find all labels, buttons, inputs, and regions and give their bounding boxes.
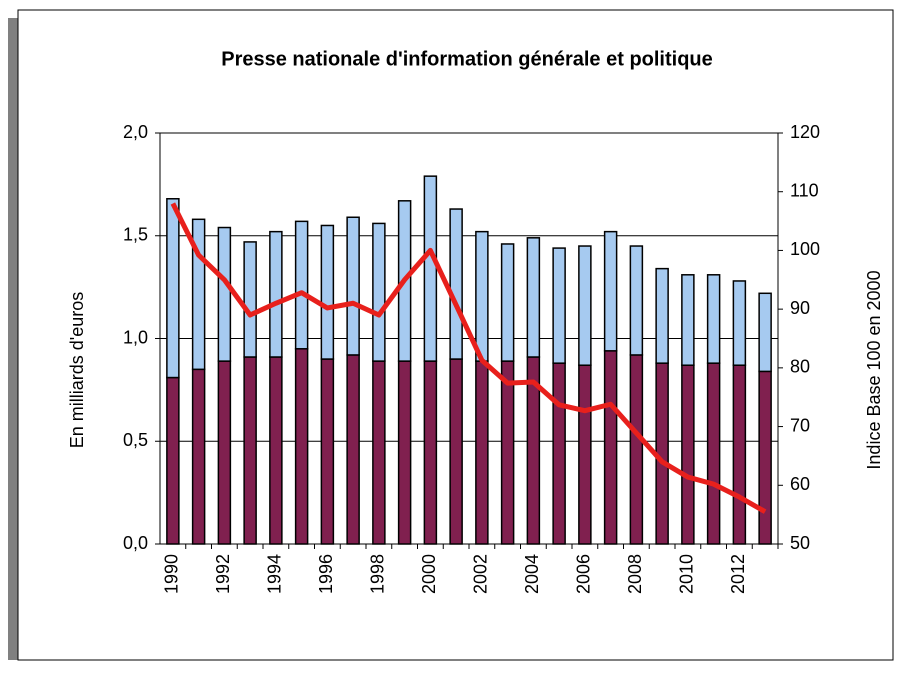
x-tick-label: 2010 — [677, 554, 697, 594]
y2-axis-label: Indice Base 100 en 2000 — [864, 270, 884, 469]
bar — [346, 354, 360, 545]
y-axis-label: En milliards d'euros — [67, 292, 87, 449]
bar — [758, 370, 772, 545]
bar — [578, 245, 592, 366]
bar — [475, 230, 489, 362]
chart-title: Presse nationale d'information générale … — [221, 48, 713, 70]
y-tick-label: 2,0 — [123, 122, 148, 142]
bar — [217, 226, 232, 362]
bar — [681, 274, 695, 366]
frame-shadow — [8, 18, 18, 660]
x-tick-label: 1998 — [368, 554, 388, 594]
bar — [629, 354, 644, 545]
bar — [166, 376, 180, 545]
x-tick-label: 2000 — [419, 554, 439, 594]
bar — [500, 243, 515, 362]
bar — [166, 198, 180, 379]
bar — [346, 216, 360, 356]
bar — [372, 360, 386, 545]
bar — [578, 364, 592, 545]
bar — [397, 360, 412, 545]
line — [170, 202, 767, 514]
bar — [269, 356, 283, 545]
bar — [294, 348, 309, 545]
bar — [243, 241, 257, 358]
bar — [706, 274, 721, 364]
y2-tick-label: 120 — [790, 122, 820, 142]
x-tick-label: 2004 — [522, 554, 542, 594]
bar — [603, 230, 618, 352]
x-tick-label: 1990 — [162, 554, 182, 594]
x-tick-label: 1992 — [213, 554, 233, 594]
x-tick-label: 1996 — [316, 554, 336, 594]
bar — [243, 356, 257, 545]
y2-tick-label: 90 — [790, 298, 810, 318]
y2-tick-label: 60 — [790, 474, 810, 494]
bar — [269, 230, 283, 358]
y2-tick-label: 110 — [790, 180, 819, 200]
bar — [320, 358, 335, 545]
bar — [603, 350, 618, 545]
bar — [552, 362, 566, 545]
bar — [758, 292, 772, 373]
y-tick-label: 1,0 — [123, 327, 148, 347]
bar — [500, 360, 515, 545]
y2-tick-label: 80 — [790, 357, 810, 377]
x-tick-label: 2012 — [728, 554, 748, 594]
y2-tick-label: 70 — [790, 415, 810, 435]
bar — [655, 267, 669, 364]
bar — [732, 280, 747, 366]
y2-tick-label: 50 — [790, 533, 810, 553]
bar — [475, 360, 489, 545]
bar — [629, 245, 644, 356]
bar — [732, 364, 747, 545]
bar — [191, 368, 206, 545]
bar — [552, 247, 566, 364]
bar — [449, 208, 463, 360]
bar — [706, 362, 721, 545]
y-tick-label: 0,0 — [123, 533, 148, 553]
x-tick-label: 2002 — [471, 554, 491, 594]
x-tick-label: 1994 — [265, 554, 285, 594]
bar — [526, 237, 541, 358]
y-tick-label: 0,5 — [123, 430, 148, 450]
bar — [320, 224, 335, 360]
x-tick-label: 2006 — [574, 554, 594, 594]
bar — [372, 222, 386, 362]
x-tick-label: 2008 — [625, 554, 645, 594]
bar — [449, 358, 463, 545]
bar — [423, 175, 438, 362]
bar — [217, 360, 232, 545]
y2-tick-label: 100 — [790, 239, 820, 259]
bar — [294, 220, 309, 350]
bar — [423, 360, 438, 545]
y-tick-label: 1,5 — [123, 225, 148, 245]
bar — [681, 364, 695, 545]
